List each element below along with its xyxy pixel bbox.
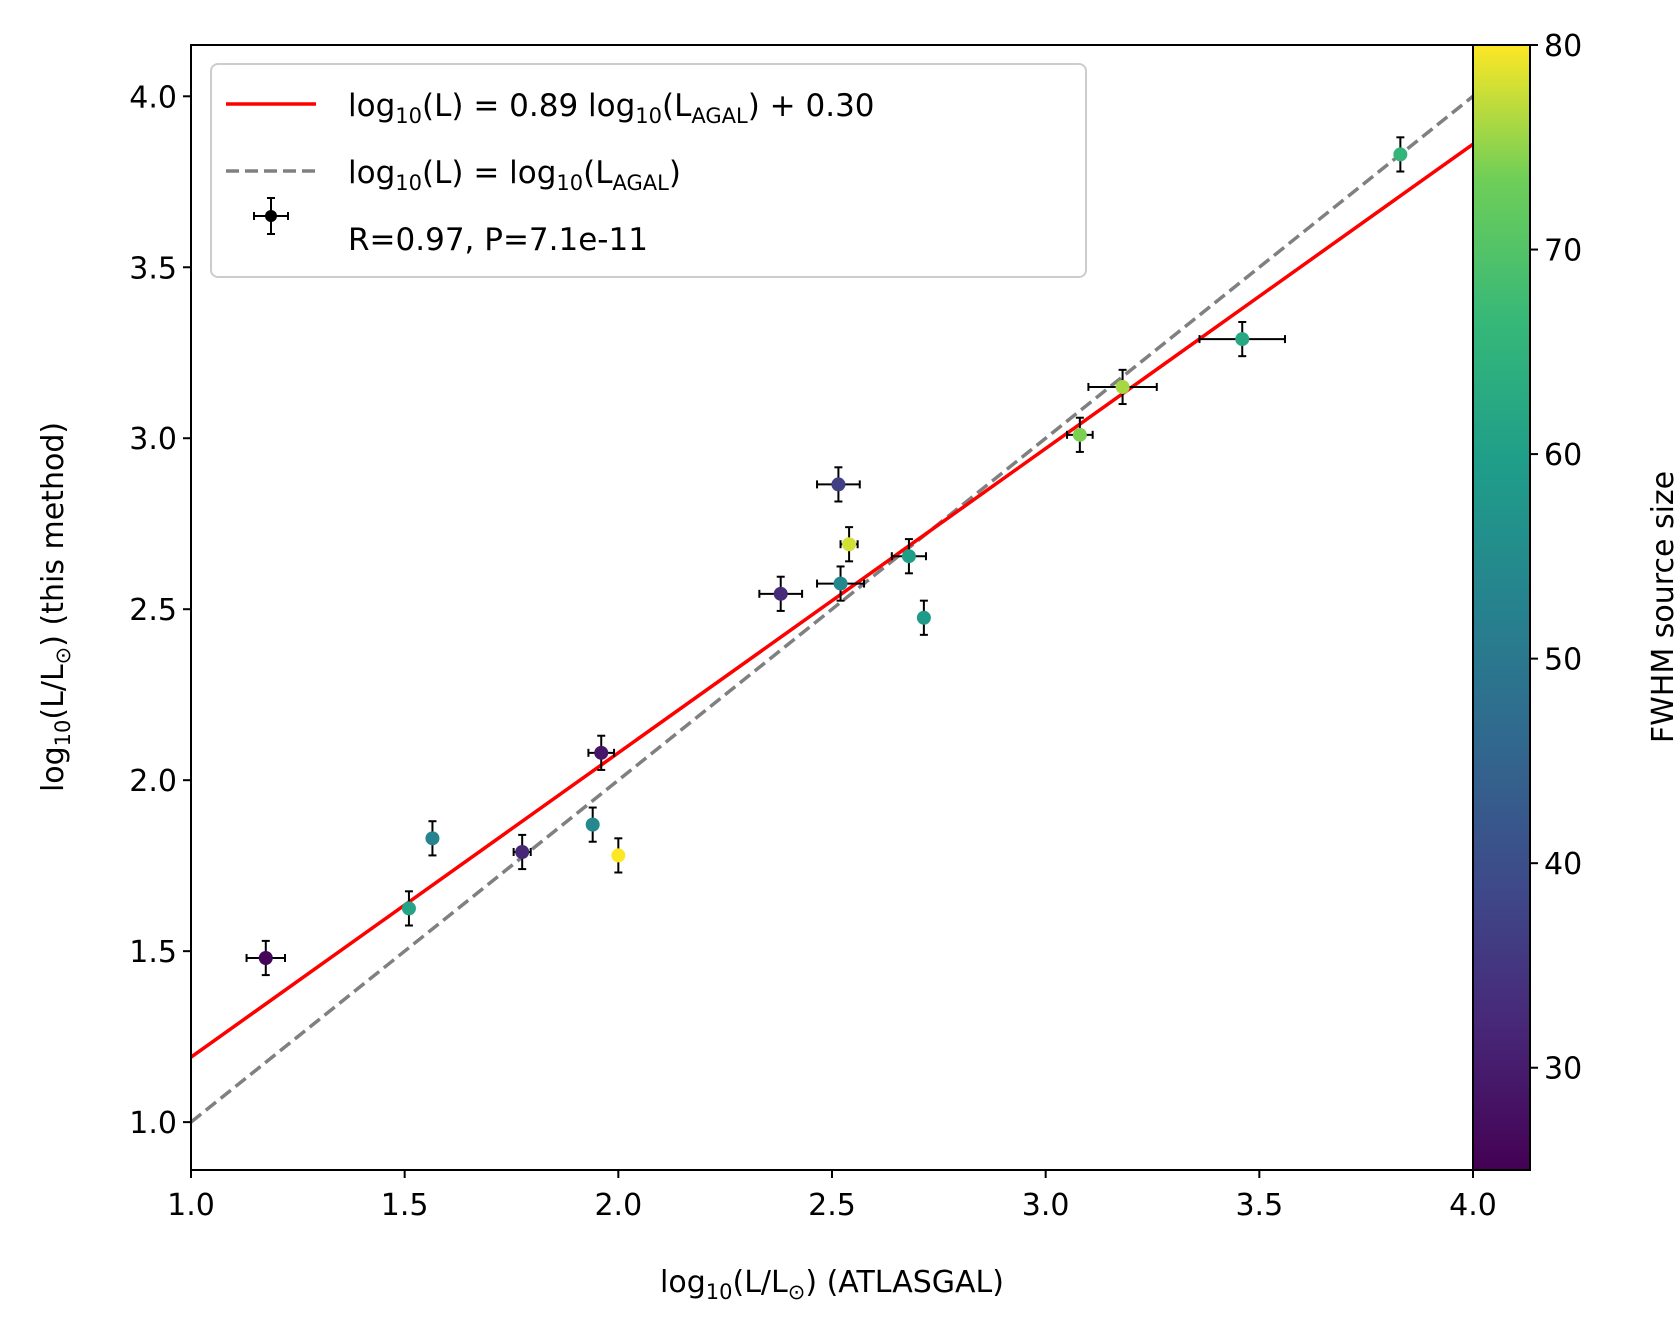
y-tick-label: 1.0 bbox=[129, 1106, 177, 1141]
data-point bbox=[901, 549, 916, 564]
legend-points-label: R=0.97, P=7.1e-11 bbox=[348, 222, 648, 258]
colorbar-label: FWHM source size bbox=[1646, 471, 1679, 743]
data-point bbox=[1072, 427, 1087, 442]
y-tick-label: 2.5 bbox=[129, 593, 177, 628]
data-point bbox=[833, 576, 848, 591]
x-tick-label: 3.0 bbox=[1022, 1188, 1070, 1223]
x-tick-label: 4.0 bbox=[1449, 1188, 1497, 1223]
colorbar-tick-label: 70 bbox=[1544, 234, 1582, 269]
x-tick-label: 3.5 bbox=[1235, 1188, 1283, 1223]
y-tick-label: 3.5 bbox=[129, 251, 177, 286]
y-tick-label: 3.0 bbox=[129, 422, 177, 457]
data-point bbox=[1115, 379, 1130, 394]
data-point bbox=[1235, 332, 1250, 347]
x-tick-label: 2.0 bbox=[594, 1188, 642, 1223]
colorbar bbox=[1472, 44, 1531, 1171]
data-point bbox=[916, 610, 931, 625]
colorbar-tick-label: 30 bbox=[1544, 1052, 1582, 1087]
colorbar-tick-label: 60 bbox=[1544, 438, 1582, 473]
x-tick-label: 1.5 bbox=[381, 1188, 429, 1223]
colorbar-tick-label: 50 bbox=[1544, 643, 1582, 678]
identity-line bbox=[191, 94, 1473, 1124]
y-tick-label: 2.0 bbox=[129, 764, 177, 799]
x-axis-label: log10(L/L⊙) (ATLASGAL) bbox=[660, 1265, 1004, 1304]
legend-fit-line-label: log10(L) = 0.89 log10(LAGAL) + 0.30 bbox=[348, 88, 875, 128]
y-tick-label: 1.5 bbox=[129, 935, 177, 970]
legend-box bbox=[210, 63, 1087, 278]
data-point bbox=[425, 831, 440, 846]
y-tick-label: 4.0 bbox=[129, 80, 177, 115]
data-point bbox=[1393, 147, 1408, 162]
colorbar-tick-label: 80 bbox=[1544, 29, 1582, 64]
data-point bbox=[773, 586, 788, 601]
data-point bbox=[842, 537, 857, 552]
data-point bbox=[585, 817, 600, 832]
data-point bbox=[258, 950, 273, 965]
data-point bbox=[831, 477, 846, 492]
data-point bbox=[594, 745, 609, 760]
data-point bbox=[611, 848, 626, 863]
y-axis-label: log10(L/L⊙) (this method) bbox=[36, 422, 75, 792]
data-point bbox=[515, 844, 530, 859]
data-point bbox=[401, 901, 416, 916]
x-tick-label: 2.5 bbox=[808, 1188, 856, 1223]
colorbar-tick-label: 40 bbox=[1544, 847, 1582, 882]
legend: log10(L) = 0.89 log10(LAGAL) + 0.30 log1… bbox=[210, 63, 1087, 278]
x-tick-label: 1.0 bbox=[167, 1188, 215, 1223]
legend-errorbar-marker-swatch bbox=[253, 197, 289, 235]
